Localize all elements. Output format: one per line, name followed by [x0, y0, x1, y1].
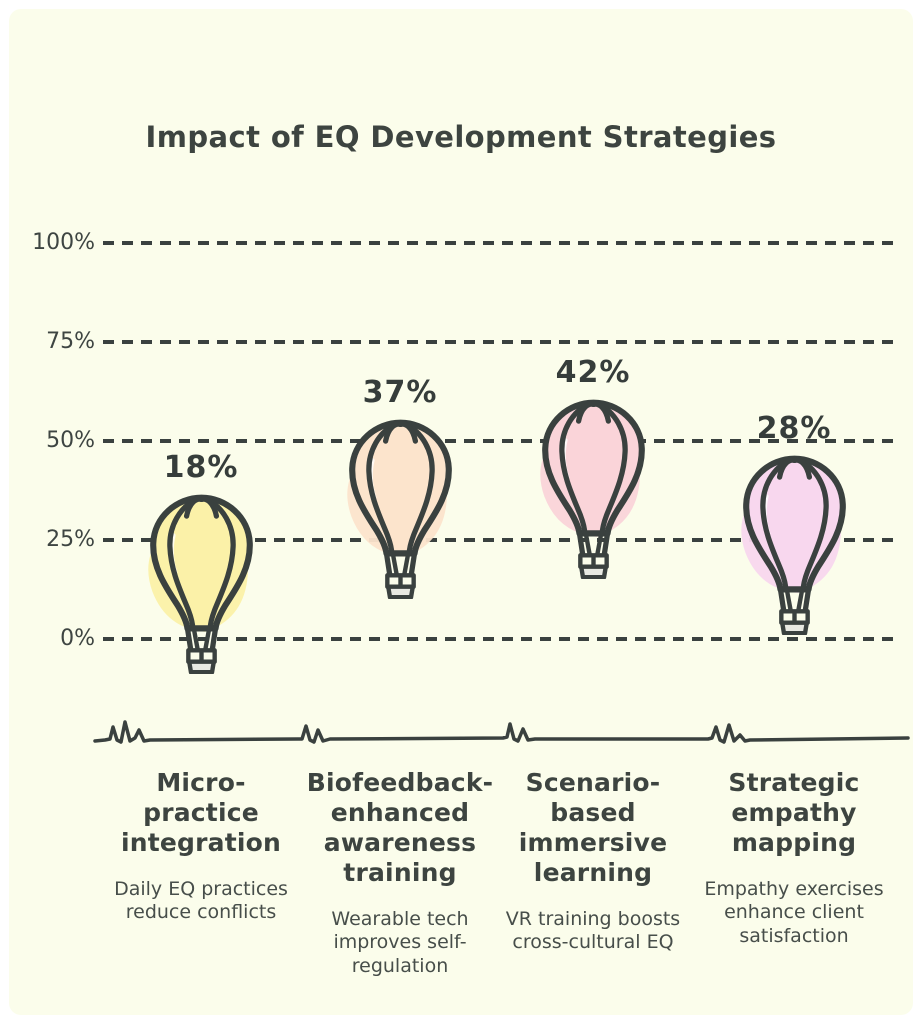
category-heading: Strategic empathy mapping — [728, 768, 860, 857]
balloon-value-label: 37% — [362, 375, 438, 411]
category-description: Empathy exercises enhance client satisfa… — [704, 878, 884, 947]
y-tick-0: 0% — [60, 626, 95, 651]
y-tick-25: 25% — [46, 527, 95, 552]
y-tick-50: 50% — [46, 428, 95, 453]
category-column-strategic: Strategic empathy mapping Empathy exerci… — [696, 768, 892, 948]
chart-title: Impact of EQ Development Strategies — [145, 120, 777, 154]
y-tick-100: 100% — [32, 230, 95, 255]
hot-air-balloon-icon — [532, 393, 655, 579]
balloon-value-label: 18% — [163, 450, 239, 486]
balloon-group-biofeedback: 37% — [305, 375, 495, 599]
hot-air-balloon-icon — [339, 413, 462, 599]
category-labels-row: Micro- practice integration Daily EQ pra… — [0, 768, 922, 1008]
balloon-value-label: 42% — [555, 355, 631, 391]
balloon-value-label: 28% — [756, 410, 832, 446]
category-heading: Biofeedback- enhanced awareness training — [306, 768, 494, 887]
category-column-biofeedback: Biofeedback- enhanced awareness training… — [302, 768, 498, 978]
category-description: Daily EQ practices reduce conflicts — [114, 878, 288, 924]
y-tick-75: 75% — [46, 329, 95, 354]
hot-air-balloon-icon — [733, 449, 856, 635]
category-heading: Scenario- based immersive learning — [518, 768, 668, 887]
category-description: VR training boosts cross-cultural EQ — [505, 908, 681, 954]
category-column-scenario: Scenario- based immersive learning VR tr… — [495, 768, 691, 955]
category-column-micro-practice: Micro- practice integration Daily EQ pra… — [103, 768, 299, 925]
hot-air-balloon-icon — [140, 488, 263, 674]
balloon-group-micro-practice: 18% — [106, 450, 296, 674]
balloon-group-strategic: 28% — [699, 411, 889, 635]
category-description: Wearable tech improves self- regulation — [331, 908, 469, 977]
balloon-group-scenario: 42% — [498, 355, 688, 579]
category-heading: Micro- practice integration — [120, 768, 282, 857]
